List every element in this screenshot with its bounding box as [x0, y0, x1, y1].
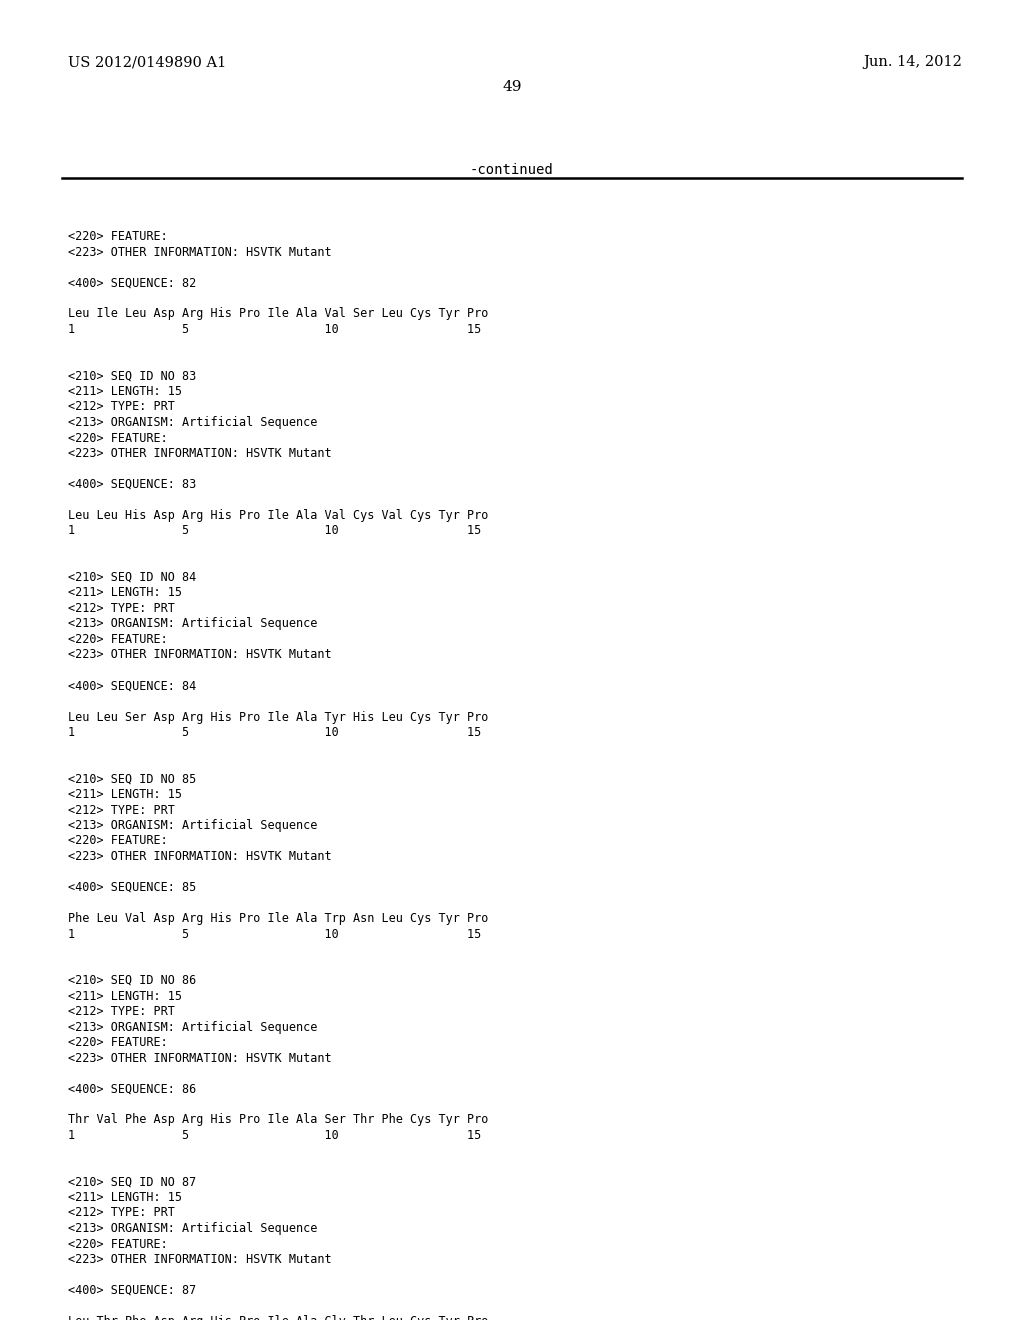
- Text: <212> TYPE: PRT: <212> TYPE: PRT: [68, 1206, 175, 1220]
- Text: <210> SEQ ID NO 87: <210> SEQ ID NO 87: [68, 1176, 197, 1188]
- Text: 1               5                   10                  15: 1 5 10 15: [68, 928, 481, 940]
- Text: Leu Ile Leu Asp Arg His Pro Ile Ala Val Ser Leu Cys Tyr Pro: Leu Ile Leu Asp Arg His Pro Ile Ala Val …: [68, 308, 488, 321]
- Text: <210> SEQ ID NO 84: <210> SEQ ID NO 84: [68, 572, 197, 583]
- Text: <213> ORGANISM: Artificial Sequence: <213> ORGANISM: Artificial Sequence: [68, 1020, 317, 1034]
- Text: <213> ORGANISM: Artificial Sequence: <213> ORGANISM: Artificial Sequence: [68, 416, 317, 429]
- Text: <400> SEQUENCE: 82: <400> SEQUENCE: 82: [68, 276, 197, 289]
- Text: Leu Leu Ser Asp Arg His Pro Ile Ala Tyr His Leu Cys Tyr Pro: Leu Leu Ser Asp Arg His Pro Ile Ala Tyr …: [68, 710, 488, 723]
- Text: 1               5                   10                  15: 1 5 10 15: [68, 524, 481, 537]
- Text: <212> TYPE: PRT: <212> TYPE: PRT: [68, 1005, 175, 1018]
- Text: -continued: -continued: [470, 162, 554, 177]
- Text: Leu Leu His Asp Arg His Pro Ile Ala Val Cys Val Cys Tyr Pro: Leu Leu His Asp Arg His Pro Ile Ala Val …: [68, 510, 488, 521]
- Text: 1               5                   10                  15: 1 5 10 15: [68, 1129, 481, 1142]
- Text: Phe Leu Val Asp Arg His Pro Ile Ala Trp Asn Leu Cys Tyr Pro: Phe Leu Val Asp Arg His Pro Ile Ala Trp …: [68, 912, 488, 925]
- Text: <212> TYPE: PRT: <212> TYPE: PRT: [68, 804, 175, 817]
- Text: 1               5                   10                  15: 1 5 10 15: [68, 726, 481, 739]
- Text: <211> LENGTH: 15: <211> LENGTH: 15: [68, 1191, 182, 1204]
- Text: <400> SEQUENCE: 86: <400> SEQUENCE: 86: [68, 1082, 197, 1096]
- Text: <210> SEQ ID NO 86: <210> SEQ ID NO 86: [68, 974, 197, 987]
- Text: <210> SEQ ID NO 85: <210> SEQ ID NO 85: [68, 772, 197, 785]
- Text: <223> OTHER INFORMATION: HSVTK Mutant: <223> OTHER INFORMATION: HSVTK Mutant: [68, 246, 332, 259]
- Text: US 2012/0149890 A1: US 2012/0149890 A1: [68, 55, 226, 69]
- Text: <400> SEQUENCE: 84: <400> SEQUENCE: 84: [68, 680, 197, 693]
- Text: <211> LENGTH: 15: <211> LENGTH: 15: [68, 788, 182, 801]
- Text: <212> TYPE: PRT: <212> TYPE: PRT: [68, 400, 175, 413]
- Text: <211> LENGTH: 15: <211> LENGTH: 15: [68, 586, 182, 599]
- Text: <400> SEQUENCE: 83: <400> SEQUENCE: 83: [68, 478, 197, 491]
- Text: <220> FEATURE:: <220> FEATURE:: [68, 432, 168, 445]
- Text: <213> ORGANISM: Artificial Sequence: <213> ORGANISM: Artificial Sequence: [68, 818, 317, 832]
- Text: <220> FEATURE:: <220> FEATURE:: [68, 634, 168, 645]
- Text: <223> OTHER INFORMATION: HSVTK Mutant: <223> OTHER INFORMATION: HSVTK Mutant: [68, 648, 332, 661]
- Text: <210> SEQ ID NO 83: <210> SEQ ID NO 83: [68, 370, 197, 383]
- Text: Thr Val Phe Asp Arg His Pro Ile Ala Ser Thr Phe Cys Tyr Pro: Thr Val Phe Asp Arg His Pro Ile Ala Ser …: [68, 1114, 488, 1126]
- Text: <213> ORGANISM: Artificial Sequence: <213> ORGANISM: Artificial Sequence: [68, 618, 317, 631]
- Text: <220> FEATURE:: <220> FEATURE:: [68, 1238, 168, 1250]
- Text: <220> FEATURE:: <220> FEATURE:: [68, 230, 168, 243]
- Text: <212> TYPE: PRT: <212> TYPE: PRT: [68, 602, 175, 615]
- Text: <220> FEATURE:: <220> FEATURE:: [68, 834, 168, 847]
- Text: Jun. 14, 2012: Jun. 14, 2012: [863, 55, 962, 69]
- Text: 49: 49: [502, 81, 522, 94]
- Text: <223> OTHER INFORMATION: HSVTK Mutant: <223> OTHER INFORMATION: HSVTK Mutant: [68, 1253, 332, 1266]
- Text: <213> ORGANISM: Artificial Sequence: <213> ORGANISM: Artificial Sequence: [68, 1222, 317, 1236]
- Text: <220> FEATURE:: <220> FEATURE:: [68, 1036, 168, 1049]
- Text: <223> OTHER INFORMATION: HSVTK Mutant: <223> OTHER INFORMATION: HSVTK Mutant: [68, 447, 332, 459]
- Text: 1               5                   10                  15: 1 5 10 15: [68, 323, 481, 337]
- Text: <223> OTHER INFORMATION: HSVTK Mutant: <223> OTHER INFORMATION: HSVTK Mutant: [68, 1052, 332, 1064]
- Text: Leu Thr Phe Asp Arg His Pro Ile Ala Gly Thr Leu Cys Tyr Pro: Leu Thr Phe Asp Arg His Pro Ile Ala Gly …: [68, 1315, 488, 1320]
- Text: <400> SEQUENCE: 87: <400> SEQUENCE: 87: [68, 1284, 197, 1298]
- Text: <400> SEQUENCE: 85: <400> SEQUENCE: 85: [68, 880, 197, 894]
- Text: <211> LENGTH: 15: <211> LENGTH: 15: [68, 990, 182, 1002]
- Text: <223> OTHER INFORMATION: HSVTK Mutant: <223> OTHER INFORMATION: HSVTK Mutant: [68, 850, 332, 863]
- Text: <211> LENGTH: 15: <211> LENGTH: 15: [68, 385, 182, 399]
